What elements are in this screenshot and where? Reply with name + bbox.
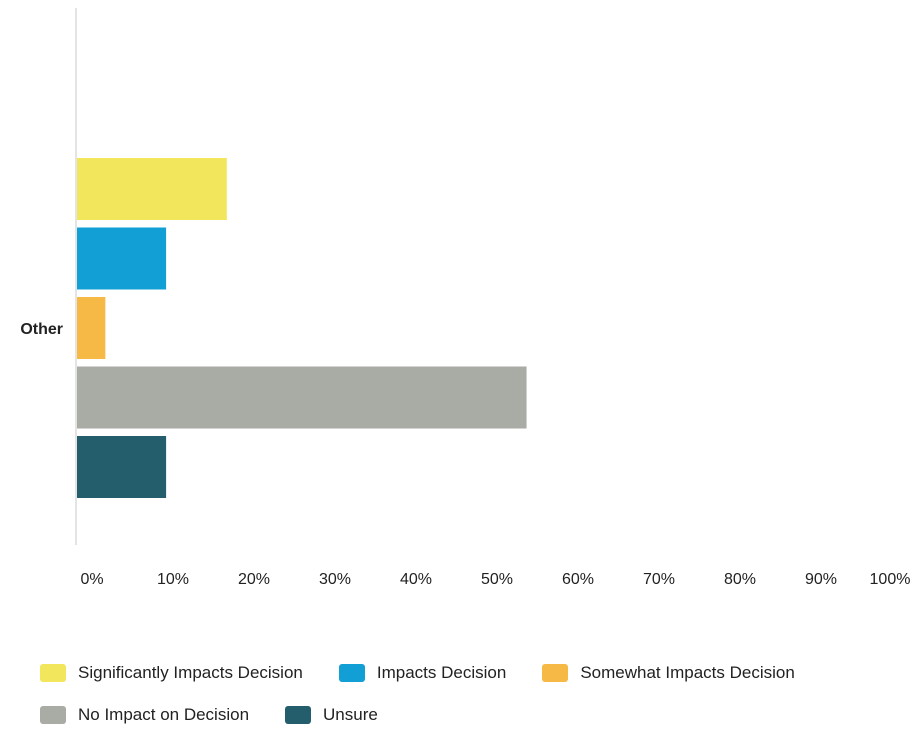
legend-swatch <box>40 664 66 682</box>
legend-swatch <box>338 664 365 682</box>
x-tick-label: 70% <box>643 571 675 588</box>
x-tick-label: 60% <box>562 571 594 588</box>
x-tick-label: 30% <box>319 571 351 588</box>
legend-item-somewhat-impacts: Somewhat Impacts Decision <box>542 663 795 683</box>
legend-label: Unsure <box>323 705 378 724</box>
bar-somewhat-impacts-decision <box>77 297 106 359</box>
legend-swatch <box>542 664 569 682</box>
legend-row: No Impact on Decision Unsure <box>40 694 910 736</box>
legend-swatch <box>40 706 66 724</box>
legend-item-unsure: Unsure <box>285 705 378 725</box>
x-tick-label: 100% <box>870 571 911 588</box>
legend-item-no-impact: No Impact on Decision <box>40 705 249 725</box>
bar-unsure <box>77 436 167 498</box>
bar-significantly-impacts-decision <box>77 158 227 220</box>
x-tick-label: 40% <box>400 571 432 588</box>
category-label: Other <box>20 321 63 338</box>
bar-chart: Other 0% 10% 20% 30% 40% 50% 60% 70% 80% 90% 100% <box>20 8 910 588</box>
legend-item-impacts: Impacts Decision <box>338 663 507 683</box>
legend-item-significantly-impacts: Significantly Impacts Decision <box>40 663 303 683</box>
legend-label: Significantly Impacts Decision <box>78 663 303 682</box>
legend-row: Significantly Impacts Decision Impacts D… <box>40 652 910 694</box>
bar-impacts-decision <box>77 227 167 290</box>
x-tick-label: 20% <box>238 571 270 588</box>
legend-label: Somewhat Impacts Decision <box>580 663 795 682</box>
bars <box>77 158 527 498</box>
x-tick-label: 90% <box>805 571 837 588</box>
x-tick-label: 10% <box>157 571 189 588</box>
x-tick-label: 0% <box>80 571 103 588</box>
bar-no-impact-on-decision <box>77 366 527 429</box>
x-tick-label: 80% <box>724 571 756 588</box>
legend-label: No Impact on Decision <box>78 705 250 724</box>
legend-label: Impacts Decision <box>376 663 507 682</box>
legend: Significantly Impacts Decision Impacts D… <box>40 652 910 736</box>
x-tick-labels: 0% 10% 20% 30% 40% 50% 60% 70% 80% 90% 100% <box>80 571 910 588</box>
x-tick-label: 50% <box>481 571 513 588</box>
legend-swatch <box>285 706 312 724</box>
